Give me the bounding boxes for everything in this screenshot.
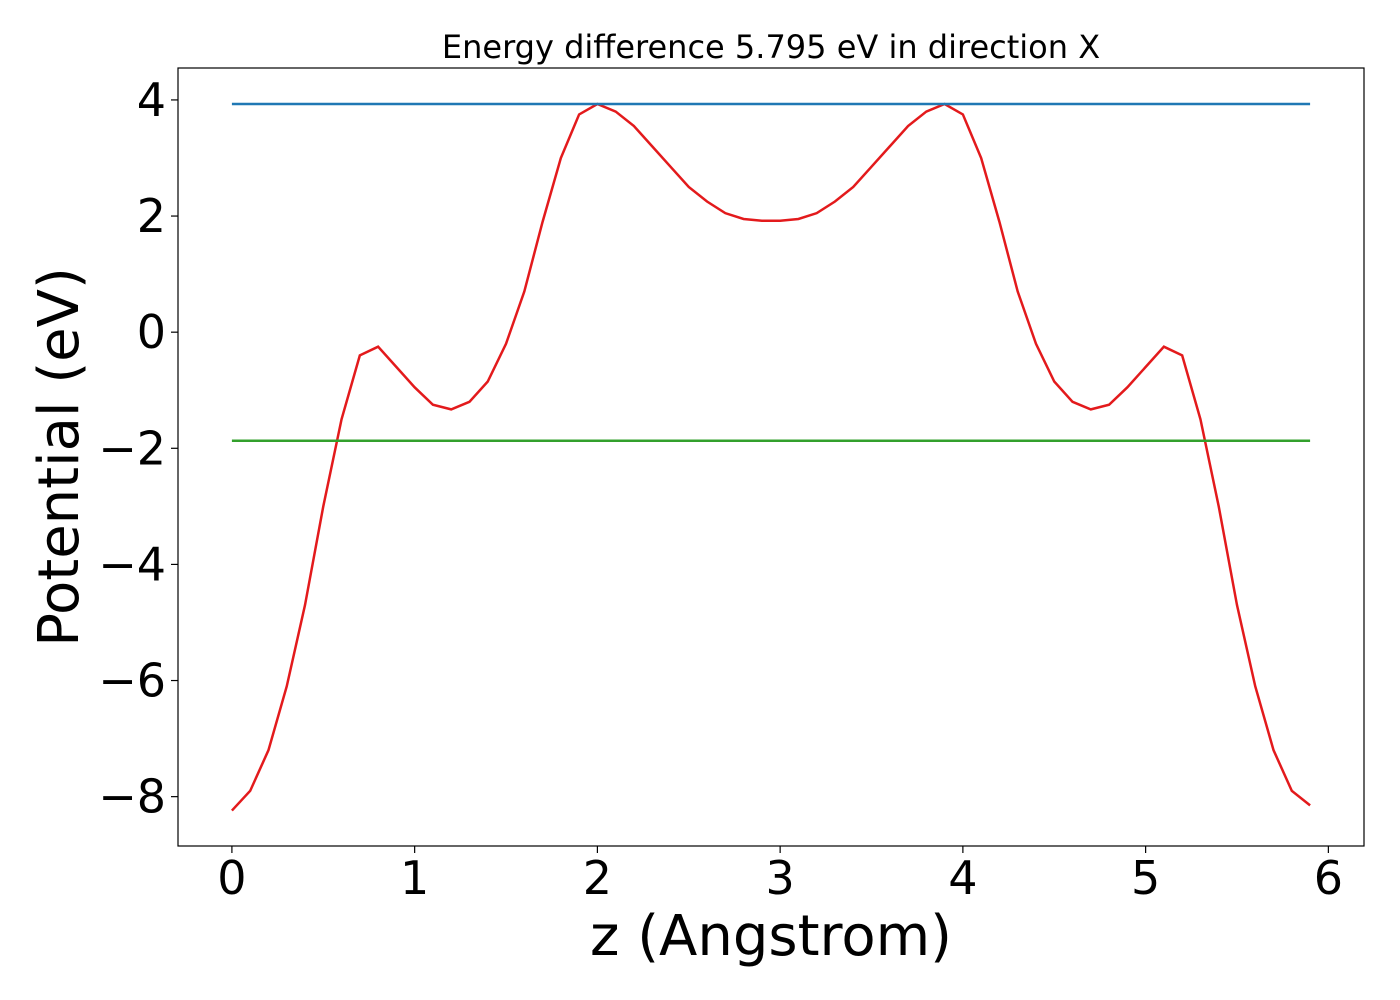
x-tick-label: 2	[583, 851, 612, 905]
data-line	[230, 102, 1311, 812]
x-tick-label: 3	[765, 851, 794, 905]
x-tick-label: 1	[400, 851, 429, 905]
x-tick-label: 6	[1314, 851, 1343, 905]
x-tick-label: 4	[948, 851, 977, 905]
y-tick-label: −2	[98, 421, 166, 475]
x-tick-label: 5	[1131, 851, 1160, 905]
y-tick-label: −6	[98, 654, 166, 708]
x-axis-label: z (Angstrom)	[590, 904, 952, 969]
plot-frame	[177, 67, 1365, 847]
y-tick-label: −8	[98, 770, 166, 824]
chart-title: Energy difference 5.795 eV in direction …	[442, 28, 1100, 66]
x-tick-label: 0	[217, 851, 246, 905]
y-tick-label: 0	[137, 305, 166, 359]
y-axis-label: Potential (eV)	[27, 267, 92, 647]
y-tick-label: 4	[137, 73, 166, 127]
y-tick-label: −4	[98, 537, 166, 591]
y-tick-label: 2	[137, 189, 166, 243]
